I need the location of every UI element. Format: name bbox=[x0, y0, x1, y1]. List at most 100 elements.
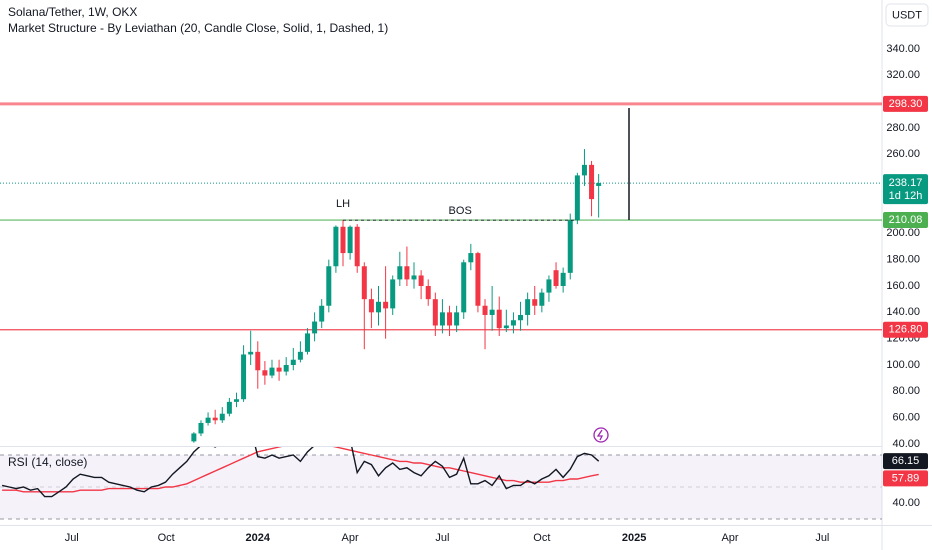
x-tick-label: 2024 bbox=[246, 532, 271, 544]
candle-body bbox=[560, 272, 566, 286]
rsi-tag-text: 66.15 bbox=[892, 455, 920, 467]
candle-body bbox=[447, 312, 453, 326]
candle-body bbox=[212, 417, 218, 421]
candle-body bbox=[475, 253, 481, 306]
level-tag bbox=[883, 212, 928, 229]
x-tick-label: Oct bbox=[158, 532, 175, 544]
candle-body bbox=[368, 299, 374, 313]
x-tick-label: Jul bbox=[815, 532, 829, 544]
rsi-tag-text: 57.89 bbox=[892, 472, 920, 484]
candle-body bbox=[525, 299, 531, 315]
candle-body bbox=[297, 351, 303, 360]
last-price-text: 238.17 bbox=[889, 177, 923, 189]
level-tag bbox=[883, 95, 928, 112]
candle-body bbox=[191, 433, 197, 442]
x-tick-label: Apr bbox=[342, 532, 359, 544]
candle-body bbox=[340, 226, 346, 254]
candle-body bbox=[205, 417, 211, 423]
y-tick-label: 40.00 bbox=[892, 438, 920, 450]
candle-body bbox=[454, 312, 460, 326]
y-tick-label: 60.00 bbox=[892, 412, 920, 424]
candle-body bbox=[546, 279, 552, 293]
candle-body bbox=[376, 301, 382, 313]
candle-body bbox=[198, 422, 204, 434]
rsi-tag bbox=[883, 470, 928, 487]
y-tick-label: 100.00 bbox=[886, 359, 920, 371]
candle-body bbox=[333, 226, 339, 267]
candle-body bbox=[518, 314, 524, 321]
event-icon[interactable] bbox=[593, 427, 609, 443]
candle-body bbox=[482, 305, 488, 315]
rsi-ma-line bbox=[2, 447, 599, 493]
chart-subtitle: Market Structure - By Leviathan (20, Can… bbox=[8, 21, 388, 35]
x-tick-label: Jul bbox=[65, 532, 79, 544]
y-tick-label: 200.00 bbox=[886, 227, 920, 239]
candle-body bbox=[411, 275, 417, 280]
rsi-label: RSI (14, close) bbox=[8, 455, 87, 469]
currency[interactable]: USDT bbox=[892, 9, 922, 21]
candle-body bbox=[290, 359, 296, 365]
x-tick-label: 2025 bbox=[622, 532, 646, 544]
countdown-text: 1d 12h bbox=[889, 190, 923, 202]
annotation: LH bbox=[336, 198, 350, 210]
candle-body bbox=[404, 266, 410, 280]
candle-body bbox=[262, 370, 268, 376]
candle-body bbox=[276, 367, 282, 372]
y-tick-label: 260.00 bbox=[886, 148, 920, 160]
candle-body bbox=[390, 279, 396, 309]
x-tick-label: Apr bbox=[721, 532, 738, 544]
candle-body bbox=[397, 266, 403, 280]
candle-body bbox=[361, 266, 367, 300]
level-tag-text: 126.80 bbox=[889, 324, 923, 336]
candle-body bbox=[354, 226, 360, 267]
candle-body bbox=[432, 299, 438, 326]
x-tick-label: Oct bbox=[533, 532, 550, 544]
price-pane bbox=[0, 102, 882, 443]
level-tag bbox=[883, 321, 928, 338]
rsi-lines bbox=[1, 447, 600, 498]
candle-body bbox=[468, 253, 474, 263]
candle-body bbox=[553, 270, 559, 286]
candle-body bbox=[461, 262, 467, 313]
candle-body bbox=[312, 321, 318, 334]
candle-body bbox=[319, 305, 325, 322]
level-tag-text: 210.08 bbox=[889, 214, 923, 226]
candle-body bbox=[589, 164, 595, 200]
chart-title: Solana/Tether, 1W, OKX bbox=[8, 5, 137, 19]
rsi-tag bbox=[883, 453, 928, 470]
currency-button[interactable] bbox=[885, 3, 929, 27]
candle-body bbox=[269, 367, 275, 376]
candle-body bbox=[226, 401, 232, 414]
candle-body bbox=[255, 351, 261, 371]
candle-body bbox=[496, 309, 502, 329]
candle-body bbox=[581, 164, 587, 176]
candle-body bbox=[439, 312, 445, 326]
rsi-pane bbox=[0, 447, 882, 520]
event-bolt bbox=[596, 429, 604, 441]
candle-body bbox=[539, 292, 545, 306]
rsi-tick-label: 40.00 bbox=[892, 497, 920, 509]
candle-body bbox=[489, 309, 495, 315]
candle-body bbox=[241, 354, 247, 400]
candle-body bbox=[304, 333, 310, 352]
y-tick-label: 280.00 bbox=[886, 122, 920, 134]
y-tick-label: 80.00 bbox=[892, 385, 920, 397]
last-price-tag bbox=[883, 174, 928, 205]
x-tick-label: Jul bbox=[435, 532, 449, 544]
candle-body bbox=[383, 301, 389, 309]
candle-body bbox=[567, 220, 573, 273]
y-tick-label: 160.00 bbox=[886, 280, 920, 292]
y-tick-label: 140.00 bbox=[886, 306, 920, 318]
y-tick-label: 180.00 bbox=[886, 254, 920, 266]
annotation: BOS bbox=[449, 205, 472, 217]
y-tick-label: 320.00 bbox=[886, 69, 920, 81]
candle-body bbox=[283, 365, 289, 372]
candle-body bbox=[596, 183, 602, 186]
candle-body bbox=[532, 299, 538, 306]
candle-body bbox=[248, 351, 254, 355]
rsi-line bbox=[1, 447, 600, 498]
candle-body bbox=[219, 413, 225, 421]
level-tag-text: 298.30 bbox=[889, 98, 923, 110]
overlay: 40.0060.0080.00100.00120.00140.00160.001… bbox=[65, 43, 928, 544]
